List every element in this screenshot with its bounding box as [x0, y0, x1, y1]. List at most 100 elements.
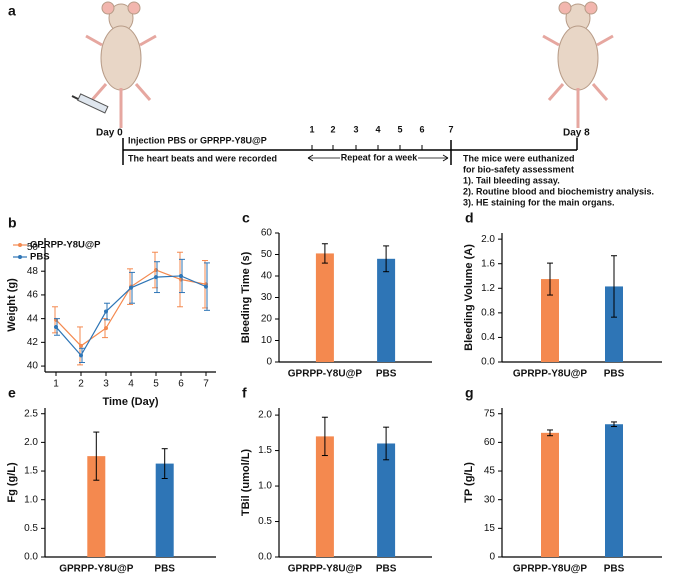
assessment-text: The mice were euthanized: [463, 153, 575, 163]
y-tick-label: 2.0: [481, 234, 495, 245]
x-tick-label: PBS: [604, 369, 625, 380]
timeline-axis: [122, 138, 578, 165]
x-tick-label: 5: [153, 379, 159, 390]
x-tick-label: 1: [53, 379, 59, 390]
y-tick-label: 75: [484, 408, 496, 419]
x-tick-label: PBS: [376, 369, 397, 380]
y-axis-label: Weight (g): [6, 278, 18, 332]
y-tick-label: 42: [27, 337, 39, 348]
mouse-illustration: [85, 1, 157, 128]
y-tick-label: 40: [261, 271, 273, 282]
panel-label: c: [242, 210, 250, 226]
y-tick-label: 2.5: [24, 408, 38, 419]
x-tick-label: GPRPP-Y8U@P: [513, 564, 588, 575]
y-tick-label: 0.8: [481, 307, 495, 318]
y-tick-label: 40: [27, 361, 39, 372]
data-point: [79, 343, 83, 348]
panel-label: d: [465, 210, 474, 226]
y-axis-label: TBil (umol/L): [240, 449, 252, 517]
data-point: [104, 309, 108, 314]
panel-label: a: [8, 3, 16, 19]
step-text: Injection PBS or GPRPP-Y8U@P: [128, 135, 267, 145]
legend-label: GPRPP-Y8U@P: [30, 240, 101, 251]
data-point: [54, 324, 58, 329]
x-tick-label: GPRPP-Y8U@P: [288, 369, 363, 380]
y-tick-label: 0: [489, 552, 495, 563]
y-tick-label: 46: [27, 290, 39, 301]
y-tick-label: 48: [27, 266, 39, 277]
day-number: 3: [353, 124, 358, 134]
day-number: 1: [309, 124, 314, 134]
y-tick-label: 0.0: [258, 552, 272, 563]
repeat-text: Repeat for a week: [341, 152, 419, 162]
x-tick-label: PBS: [154, 564, 175, 575]
assessment-text: 1). Tail bleeding assay.: [463, 175, 560, 185]
assessment-text: 2). Routine blood and biochemistry analy…: [463, 186, 654, 196]
legend-marker: [18, 255, 22, 259]
bar: [605, 424, 623, 557]
bar: [377, 443, 396, 557]
day-label: Day 0: [96, 128, 123, 139]
assessment-text: 3). HE staining for the main organs.: [463, 197, 615, 207]
y-tick-label: 50: [27, 242, 39, 253]
y-tick-label: 30: [261, 292, 273, 303]
data-point: [79, 353, 83, 358]
y-tick-label: 1.6: [481, 258, 495, 269]
bar: [377, 258, 396, 362]
x-tick-label: PBS: [376, 564, 397, 575]
y-tick-label: 50: [261, 249, 273, 260]
legend-marker: [18, 243, 22, 247]
y-tick-label: 0.5: [258, 516, 272, 527]
y-tick-label: 0: [266, 357, 272, 368]
legend-label: PBS: [30, 252, 50, 263]
x-tick-label: 4: [128, 379, 134, 390]
x-tick-label: PBS: [604, 564, 625, 575]
panel-label: g: [465, 385, 474, 401]
bar: [87, 456, 106, 557]
y-tick-label: 0.5: [24, 523, 38, 534]
x-tick-label: 7: [203, 379, 209, 390]
y-tick-label: 0.4: [481, 332, 495, 343]
data-line: [55, 269, 207, 347]
x-tick-label: 2: [78, 379, 84, 390]
day-number: 4: [375, 124, 380, 134]
y-tick-label: 0.0: [24, 552, 38, 563]
day-number: 2: [330, 124, 335, 134]
panel-label: b: [8, 215, 17, 231]
bar: [315, 253, 334, 362]
x-tick-label: GPRPP-Y8U@P: [288, 564, 363, 575]
y-tick-label: 2.0: [24, 437, 38, 448]
day-number: 7: [448, 124, 453, 134]
y-tick-label: 44: [27, 313, 39, 324]
day-label: Day 8: [563, 128, 590, 139]
repeat-arrow: [307, 154, 449, 162]
bar: [315, 436, 334, 557]
data-point: [104, 326, 108, 331]
bar: [541, 279, 559, 362]
step-text: The heart beats and were recorded: [128, 153, 277, 163]
y-axis-label: TP (g/L): [463, 462, 475, 503]
y-tick-label: 1.0: [258, 481, 272, 492]
x-tick-label: GPRPP-Y8U@P: [513, 369, 588, 380]
data-point: [154, 275, 158, 280]
x-tick-label: 6: [178, 379, 184, 390]
y-axis-label: Bleeding Time (s): [240, 251, 252, 343]
data-point: [129, 285, 133, 290]
panel-label: e: [8, 385, 16, 401]
y-tick-label: 60: [261, 228, 273, 239]
day-number: 6: [419, 124, 424, 134]
bar: [155, 463, 174, 557]
y-tick-label: 20: [261, 314, 273, 325]
y-tick-label: 1.2: [481, 283, 495, 294]
mouse-illustration: [542, 1, 614, 128]
y-tick-label: 30: [484, 494, 496, 505]
y-tick-label: 45: [484, 466, 496, 477]
y-tick-label: 2.0: [258, 410, 272, 421]
y-axis-label: Bleeding Volume (A): [463, 244, 475, 351]
bar: [541, 432, 559, 557]
data-point: [179, 273, 183, 278]
y-tick-label: 1.0: [24, 494, 38, 505]
day-number: 5: [397, 124, 402, 134]
x-tick-label: GPRPP-Y8U@P: [59, 564, 134, 575]
